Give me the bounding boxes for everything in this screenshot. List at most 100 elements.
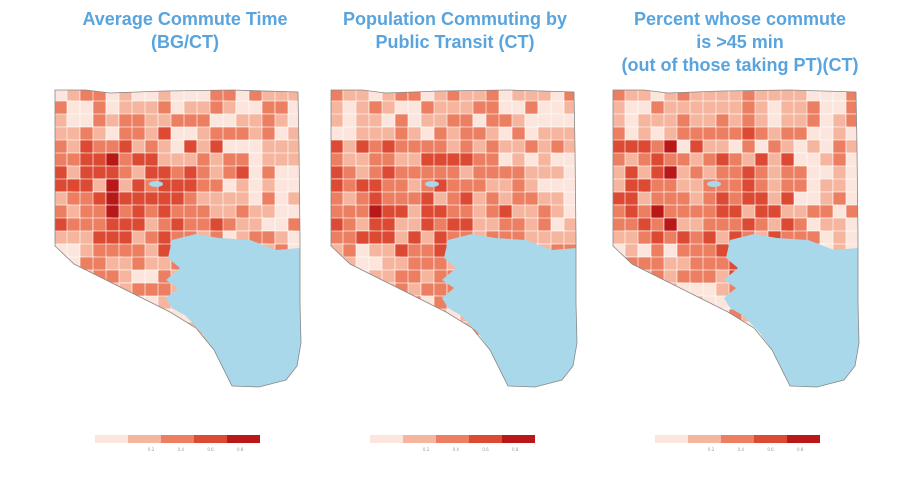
- census-tract: [144, 295, 159, 313]
- census-tracts: [331, 90, 577, 387]
- census-tract: [131, 360, 149, 376]
- census-tract: [157, 204, 172, 220]
- census-tract: [331, 139, 345, 155]
- census-tract: [79, 282, 96, 302]
- census-tract: [459, 360, 479, 379]
- census-tract: [537, 386, 554, 387]
- harbor-water: [442, 234, 577, 387]
- census-tract: [79, 386, 97, 387]
- census-tract: [728, 360, 743, 380]
- census-tract: [300, 282, 301, 299]
- legend-color-bar: [370, 435, 535, 443]
- census-tract: [676, 373, 692, 387]
- census-tract: [624, 347, 644, 362]
- census-tract: [222, 386, 240, 387]
- census-tract: [183, 360, 202, 376]
- census-tract: [368, 295, 384, 312]
- census-tract: [806, 204, 822, 220]
- census-tract: [92, 386, 109, 387]
- legend-tick: 0.4: [177, 447, 184, 452]
- census-tract: [624, 334, 644, 350]
- census-tract: [689, 347, 706, 362]
- census-tract: [537, 230, 553, 245]
- census-tract: [118, 269, 133, 284]
- census-tract: [650, 386, 665, 387]
- census-tract: [300, 178, 301, 196]
- legend-tick: 0.2: [147, 447, 155, 452]
- census-tract: [355, 360, 371, 377]
- census-tract: [676, 308, 695, 323]
- census-tract: [613, 334, 629, 351]
- census-tract: [331, 373, 344, 387]
- census-tracts: [613, 90, 859, 387]
- census-tract: [845, 204, 859, 219]
- census-tract: [381, 321, 396, 336]
- census-tract: [715, 386, 730, 387]
- census-tract: [66, 321, 82, 338]
- census-tract: [689, 334, 706, 349]
- census-tract: [806, 139, 822, 155]
- census-tract: [342, 386, 360, 387]
- census-tract: [650, 321, 669, 336]
- census-tract: [754, 100, 769, 116]
- census-tract: [663, 295, 682, 315]
- panel-avg-commute: Average Commute Time (BG/CT) 0.2 0.4 0.6…: [0, 0, 370, 481]
- census-tract: [157, 347, 172, 366]
- census-tract: [613, 360, 627, 378]
- census-tract: [446, 360, 465, 380]
- census-tract: [741, 360, 760, 377]
- census-tract: [355, 321, 372, 339]
- census-tract: [407, 308, 422, 324]
- census-tract: [261, 100, 276, 115]
- census-tract: [832, 386, 851, 387]
- census-tract: [368, 282, 385, 300]
- census-tract: [420, 243, 435, 259]
- census-tract: [485, 386, 501, 387]
- census-tract: [274, 386, 292, 387]
- census-tract: [702, 347, 718, 366]
- census-tract: [446, 321, 461, 340]
- census-tract: [131, 230, 147, 246]
- census-tract: [472, 139, 488, 154]
- census-tract: [118, 360, 133, 379]
- census-tract: [550, 178, 565, 193]
- census-tract: [300, 139, 301, 156]
- census-tract: [118, 347, 134, 362]
- census-tract: [637, 308, 653, 323]
- census-tract: [355, 204, 370, 219]
- census-tract: [433, 347, 448, 362]
- census-tract: [715, 360, 735, 377]
- census-tract: [66, 308, 84, 327]
- census-tract: [66, 334, 83, 350]
- census-tract: [637, 269, 653, 284]
- census-tract: [55, 295, 70, 314]
- census-tract: [637, 373, 657, 387]
- census-tract: [66, 191, 82, 207]
- census-tract: [420, 126, 436, 142]
- census-tract: [613, 321, 626, 338]
- census-tract: [420, 347, 439, 362]
- census-tract: [170, 360, 188, 379]
- census-tract: [331, 334, 348, 354]
- census-tract: [300, 90, 301, 104]
- census-tract: [342, 282, 362, 298]
- census-tract: [728, 334, 744, 352]
- census-tract: [637, 386, 654, 387]
- census-tract: [394, 295, 414, 310]
- census-tract: [157, 373, 174, 387]
- census-tract: [55, 360, 73, 376]
- census-tract: [563, 139, 577, 155]
- legend-tick: 0.8: [512, 447, 519, 452]
- census-tract: [342, 334, 361, 353]
- census-tract: [394, 373, 414, 387]
- census-tract: [637, 191, 652, 206]
- census-tract: [196, 386, 215, 387]
- census-tract: [832, 178, 848, 193]
- reservoir-water: [425, 181, 439, 187]
- census-tract: [170, 347, 186, 365]
- census-tract: [92, 295, 108, 315]
- panel-title: Percent whose commute is >45 min (out of…: [621, 9, 859, 75]
- census-tract: [55, 269, 70, 284]
- census-tract: [806, 126, 821, 142]
- census-tract: [819, 100, 834, 115]
